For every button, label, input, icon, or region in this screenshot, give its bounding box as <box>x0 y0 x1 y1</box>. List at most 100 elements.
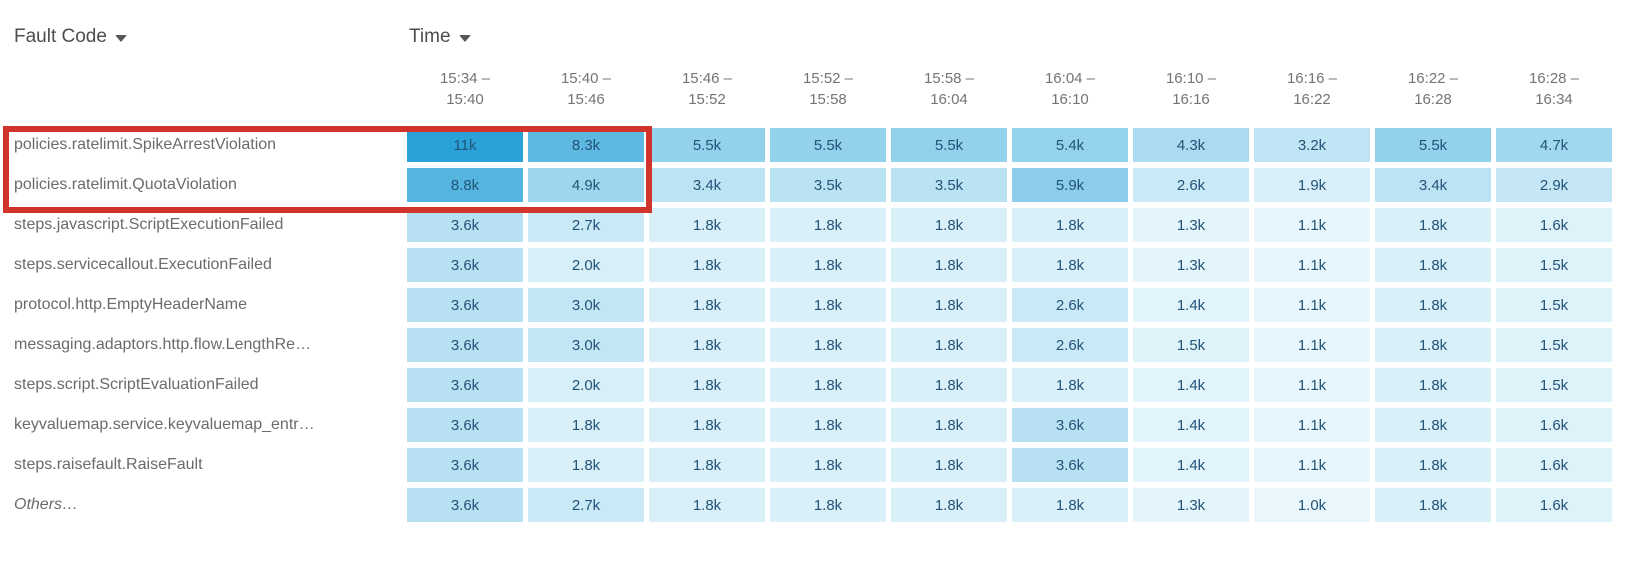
heatmap-cell[interactable]: 1.8k <box>891 488 1007 522</box>
heatmap-cell[interactable]: 1.8k <box>1375 408 1491 442</box>
heatmap-cell[interactable]: 1.5k <box>1496 328 1612 362</box>
heatmap-cell[interactable]: 1.6k <box>1496 408 1612 442</box>
heatmap-cell[interactable]: 5.9k <box>1012 168 1128 202</box>
heatmap-cell[interactable]: 5.4k <box>1012 128 1128 162</box>
heatmap-cell[interactable]: 1.8k <box>528 408 644 442</box>
heatmap-cell[interactable]: 1.8k <box>770 288 886 322</box>
heatmap-cell[interactable]: 1.8k <box>649 408 765 442</box>
heatmap-cell[interactable]: 8.3k <box>528 128 644 162</box>
heatmap-cell[interactable]: 1.8k <box>1375 368 1491 402</box>
heatmap-cell[interactable]: 2.0k <box>528 248 644 282</box>
heatmap-cell[interactable]: 3.6k <box>407 488 523 522</box>
heatmap-cell[interactable]: 1.8k <box>1012 208 1128 242</box>
heatmap-cell[interactable]: 1.8k <box>649 488 765 522</box>
heatmap-cell[interactable]: 1.8k <box>649 208 765 242</box>
heatmap-cell[interactable]: 1.1k <box>1254 408 1370 442</box>
heatmap-cell[interactable]: 1.9k <box>1254 168 1370 202</box>
heatmap-cell[interactable]: 1.1k <box>1254 328 1370 362</box>
heatmap-cell[interactable]: 5.5k <box>891 128 1007 162</box>
heatmap-cell[interactable]: 3.6k <box>407 328 523 362</box>
heatmap-cell[interactable]: 1.8k <box>770 448 886 482</box>
heatmap-cell[interactable]: 5.5k <box>649 128 765 162</box>
heatmap-cell[interactable]: 1.8k <box>891 328 1007 362</box>
heatmap-cell[interactable]: 1.6k <box>1496 488 1612 522</box>
heatmap-cell[interactable]: 3.6k <box>407 288 523 322</box>
heatmap-cell[interactable]: 1.8k <box>770 208 886 242</box>
heatmap-cell[interactable]: 1.8k <box>770 488 886 522</box>
heatmap-cell[interactable]: 1.8k <box>649 288 765 322</box>
heatmap-cell[interactable]: 3.0k <box>528 328 644 362</box>
heatmap-cell[interactable]: 2.9k <box>1496 168 1612 202</box>
heatmap-cell[interactable]: 1.6k <box>1496 448 1612 482</box>
heatmap-cell[interactable]: 1.8k <box>649 248 765 282</box>
heatmap-cell[interactable]: 1.8k <box>1012 368 1128 402</box>
heatmap-cell[interactable]: 1.3k <box>1133 488 1249 522</box>
heatmap-cell[interactable]: 11k <box>407 128 523 162</box>
fault-code-dropdown[interactable]: Fault Code <box>14 26 127 48</box>
heatmap-cell[interactable]: 3.0k <box>528 288 644 322</box>
time-dropdown[interactable]: Time <box>409 26 471 48</box>
heatmap-cell[interactable]: 1.8k <box>891 248 1007 282</box>
heatmap-cell[interactable]: 3.5k <box>891 168 1007 202</box>
heatmap-cell[interactable]: 3.6k <box>407 408 523 442</box>
heatmap-cell[interactable]: 1.5k <box>1496 248 1612 282</box>
heatmap-cell[interactable]: 2.0k <box>528 368 644 402</box>
heatmap-cell[interactable]: 2.6k <box>1012 288 1128 322</box>
heatmap-cell[interactable]: 1.5k <box>1496 288 1612 322</box>
heatmap-cell[interactable]: 1.1k <box>1254 368 1370 402</box>
heatmap-cell[interactable]: 3.2k <box>1254 128 1370 162</box>
heatmap-cell[interactable]: 1.8k <box>770 368 886 402</box>
heatmap-cell[interactable]: 5.5k <box>1375 128 1491 162</box>
heatmap-cell[interactable]: 4.9k <box>528 168 644 202</box>
heatmap-cell[interactable]: 3.6k <box>407 248 523 282</box>
heatmap-cell[interactable]: 3.4k <box>1375 168 1491 202</box>
heatmap-cell[interactable]: 2.7k <box>528 488 644 522</box>
heatmap-cell[interactable]: 2.7k <box>528 208 644 242</box>
heatmap-cell[interactable]: 1.8k <box>770 248 886 282</box>
heatmap-cell[interactable]: 1.8k <box>770 328 886 362</box>
heatmap-cell[interactable]: 1.8k <box>1375 488 1491 522</box>
heatmap-cell[interactable]: 1.3k <box>1133 248 1249 282</box>
heatmap-cell[interactable]: 3.4k <box>649 168 765 202</box>
heatmap-cell[interactable]: 4.3k <box>1133 128 1249 162</box>
heatmap-cell[interactable]: 1.1k <box>1254 208 1370 242</box>
heatmap-cell[interactable]: 1.8k <box>891 288 1007 322</box>
heatmap-cell[interactable]: 1.0k <box>1254 488 1370 522</box>
heatmap-cell[interactable]: 1.4k <box>1133 408 1249 442</box>
heatmap-cell[interactable]: 1.4k <box>1133 368 1249 402</box>
heatmap-cell[interactable]: 1.6k <box>1496 208 1612 242</box>
heatmap-cell[interactable]: 3.6k <box>407 368 523 402</box>
heatmap-cell[interactable]: 3.6k <box>1012 408 1128 442</box>
heatmap-cell[interactable]: 1.4k <box>1133 448 1249 482</box>
heatmap-cell[interactable]: 1.8k <box>649 448 765 482</box>
heatmap-cell[interactable]: 1.8k <box>1012 488 1128 522</box>
heatmap-cell[interactable]: 1.1k <box>1254 288 1370 322</box>
heatmap-cell[interactable]: 1.1k <box>1254 248 1370 282</box>
heatmap-cell[interactable]: 1.8k <box>1375 248 1491 282</box>
heatmap-cell[interactable]: 1.8k <box>1375 448 1491 482</box>
heatmap-cell[interactable]: 1.8k <box>770 408 886 442</box>
heatmap-cell[interactable]: 5.5k <box>770 128 886 162</box>
heatmap-cell[interactable]: 1.1k <box>1254 448 1370 482</box>
heatmap-cell[interactable]: 1.8k <box>649 368 765 402</box>
heatmap-cell[interactable]: 1.8k <box>891 408 1007 442</box>
heatmap-cell[interactable]: 2.6k <box>1012 328 1128 362</box>
heatmap-cell[interactable]: 1.8k <box>891 208 1007 242</box>
heatmap-cell[interactable]: 1.8k <box>1375 328 1491 362</box>
heatmap-cell[interactable]: 1.8k <box>528 448 644 482</box>
heatmap-cell[interactable]: 3.6k <box>1012 448 1128 482</box>
heatmap-cell[interactable]: 1.4k <box>1133 288 1249 322</box>
heatmap-cell[interactable]: 8.8k <box>407 168 523 202</box>
heatmap-cell[interactable]: 1.8k <box>891 368 1007 402</box>
heatmap-cell[interactable]: 1.8k <box>1012 248 1128 282</box>
heatmap-cell[interactable]: 3.6k <box>407 448 523 482</box>
heatmap-cell[interactable]: 1.8k <box>649 328 765 362</box>
heatmap-cell[interactable]: 1.8k <box>1375 208 1491 242</box>
heatmap-cell[interactable]: 3.5k <box>770 168 886 202</box>
heatmap-cell[interactable]: 1.8k <box>1375 288 1491 322</box>
heatmap-cell[interactable]: 1.8k <box>891 448 1007 482</box>
heatmap-cell[interactable]: 1.5k <box>1133 328 1249 362</box>
heatmap-cell[interactable]: 1.3k <box>1133 208 1249 242</box>
heatmap-cell[interactable]: 2.6k <box>1133 168 1249 202</box>
heatmap-cell[interactable]: 4.7k <box>1496 128 1612 162</box>
